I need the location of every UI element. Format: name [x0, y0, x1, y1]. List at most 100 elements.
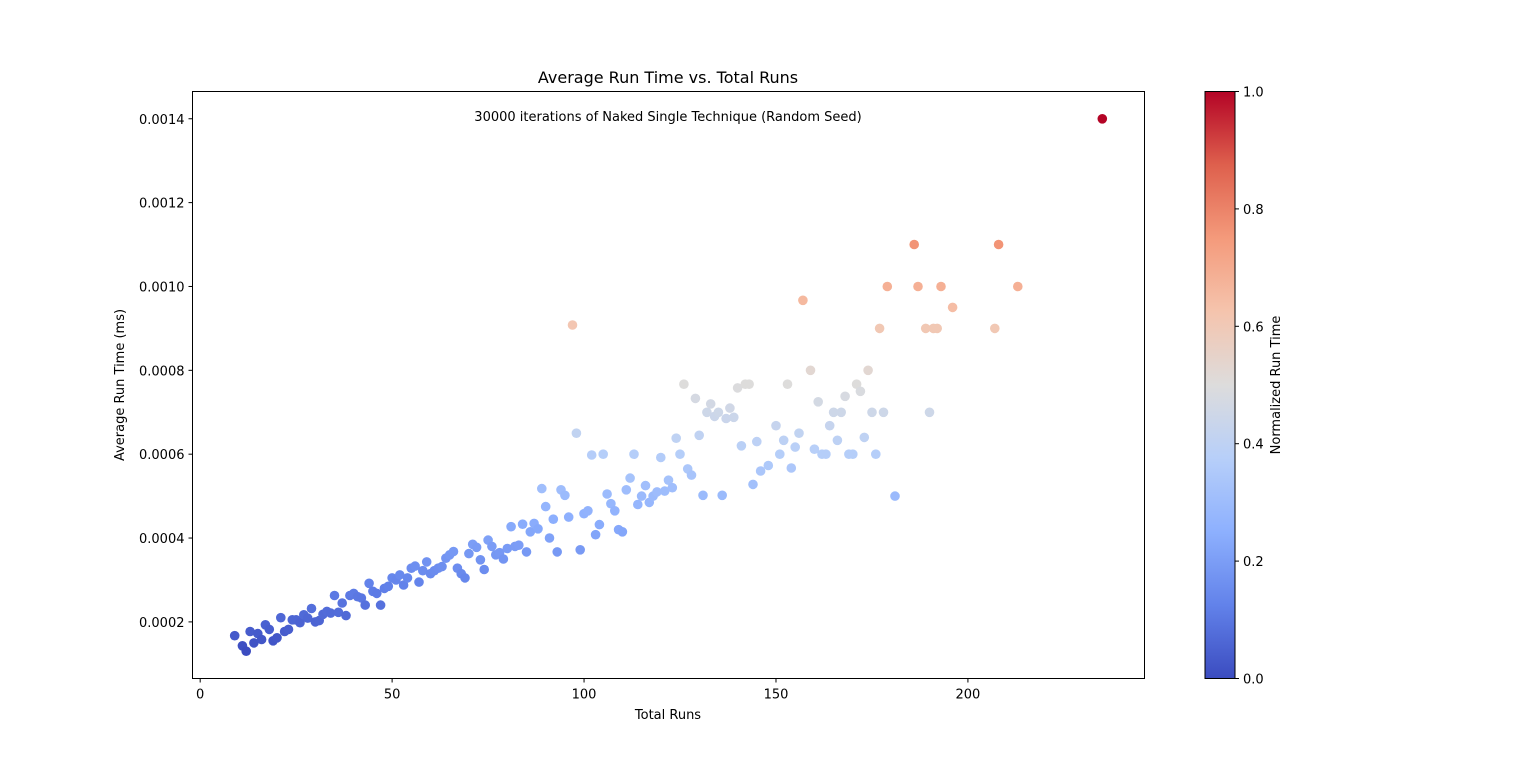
data-point [778, 435, 789, 446]
data-point [590, 529, 601, 540]
data-point [698, 490, 708, 501]
data-point [913, 281, 923, 292]
colorbar-frame [1204, 91, 1236, 679]
data-point [729, 412, 739, 423]
data-point [732, 383, 743, 393]
data-point [890, 491, 900, 501]
data-point [571, 428, 582, 439]
data-point [337, 598, 348, 608]
data-point [563, 512, 574, 522]
data-point [594, 519, 605, 530]
data-point [621, 485, 632, 495]
data-point [721, 413, 731, 424]
data-point [932, 323, 942, 334]
data-point [671, 433, 681, 444]
data-point [667, 482, 678, 493]
data-point [256, 634, 267, 645]
x-axis-ticks: 0 50 100 150 200 [196, 678, 980, 703]
data-point [602, 489, 612, 499]
data-point [821, 449, 831, 460]
y-tick-label: 0.0002 [139, 616, 185, 631]
data-point [525, 527, 536, 537]
data-point [836, 407, 846, 418]
data-point [583, 506, 593, 516]
data-point [575, 545, 585, 555]
data-point [652, 487, 662, 497]
data-point [402, 573, 413, 583]
data-point [686, 470, 697, 480]
data-point [702, 407, 712, 418]
data-point [947, 302, 958, 313]
data-point [744, 379, 754, 390]
data-point [475, 555, 486, 565]
data-point [498, 554, 509, 564]
data-point [755, 466, 766, 476]
data-point [560, 490, 570, 501]
data-point [863, 365, 873, 376]
data-point [241, 646, 251, 656]
data-point [421, 557, 432, 567]
data-point [341, 610, 351, 621]
data-point [713, 407, 724, 418]
data-point [245, 626, 255, 637]
data-point [448, 546, 459, 557]
data-point [851, 379, 862, 390]
data-point [859, 432, 870, 443]
data-point [229, 630, 240, 641]
chart-annotation: 30000 iterations of Naked Single Techniq… [474, 110, 861, 125]
y-tick-label: 0.0006 [139, 448, 185, 463]
data-point [805, 365, 816, 376]
data-point [395, 570, 405, 580]
data-point [418, 565, 428, 576]
data-point [325, 608, 336, 618]
data-point [283, 624, 294, 635]
data-point [782, 379, 793, 390]
data-point [552, 547, 562, 557]
data-point [694, 430, 704, 441]
data-point [717, 490, 727, 501]
data-point [690, 393, 701, 404]
data-point [832, 435, 843, 446]
data-point [479, 564, 490, 575]
data-point [437, 561, 447, 572]
data-point [383, 581, 394, 592]
data-point [828, 407, 839, 418]
data-point [506, 521, 516, 532]
data-point [548, 514, 559, 524]
data-point [364, 578, 374, 589]
y-axis-ticks: 0.0002 0.0004 0.0006 0.0008 0.0010 0.0012 0.00… [139, 113, 193, 631]
data-point [679, 379, 689, 390]
colorbar-tick-label: 0.0 [1243, 673, 1264, 688]
data-point [544, 533, 555, 543]
data-point [610, 506, 620, 516]
data-point [855, 386, 866, 397]
colorbar-gradient [1205, 91, 1235, 679]
y-tick-label: 0.0004 [139, 532, 185, 547]
colorbar-tick-label: 1.0 [1243, 86, 1264, 101]
data-point [656, 452, 666, 463]
data-point [786, 463, 797, 473]
data-point [790, 442, 800, 452]
data-point [517, 519, 528, 529]
data-point [924, 407, 935, 418]
data-point [617, 527, 628, 537]
data-point [586, 450, 597, 460]
data-point [598, 449, 608, 460]
data-point [993, 239, 1004, 250]
data-point [640, 480, 651, 491]
y-tick-label: 0.0012 [139, 197, 185, 212]
y-tick-label: 0.0014 [139, 113, 185, 128]
y-axis-label: Average Run Time (ms) [113, 309, 128, 461]
data-point [625, 473, 635, 483]
data-point [302, 613, 313, 623]
data-point [1097, 114, 1108, 124]
x-tick-label: 100 [572, 688, 597, 703]
data-point [663, 475, 674, 486]
colorbar-label: Normalized Run Time [1269, 316, 1284, 455]
data-point [936, 281, 946, 292]
y-tick-label: 0.0010 [139, 280, 185, 295]
x-tick-label: 150 [764, 688, 789, 703]
y-tick-label: 0.0008 [139, 364, 185, 379]
